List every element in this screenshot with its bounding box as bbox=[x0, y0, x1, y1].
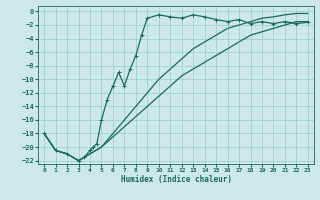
X-axis label: Humidex (Indice chaleur): Humidex (Indice chaleur) bbox=[121, 175, 231, 184]
